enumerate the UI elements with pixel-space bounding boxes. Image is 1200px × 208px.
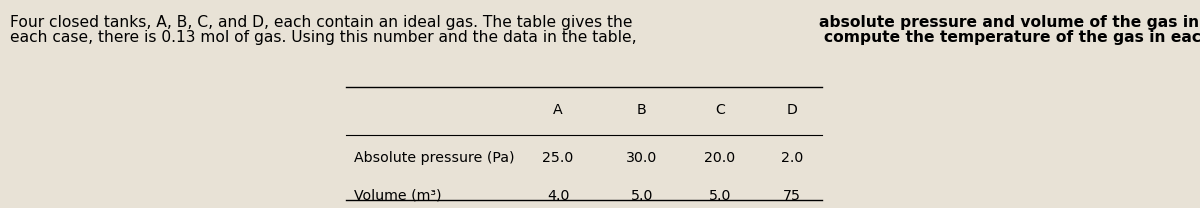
Text: 5.0: 5.0 xyxy=(709,188,731,203)
Text: A: A xyxy=(553,103,563,117)
Text: B: B xyxy=(637,103,647,117)
Text: 2.0: 2.0 xyxy=(781,151,803,165)
Text: each case, there is 0.13 mol of gas. Using this number and the data in the table: each case, there is 0.13 mol of gas. Usi… xyxy=(10,30,641,45)
Text: absolute pressure and volume of the gas in each tank.: absolute pressure and volume of the gas … xyxy=(820,15,1200,30)
Text: 5.0: 5.0 xyxy=(631,188,653,203)
Text: Volume (m³): Volume (m³) xyxy=(354,188,442,203)
Text: 4.0: 4.0 xyxy=(547,188,569,203)
Text: D: D xyxy=(786,103,798,117)
Text: 25.0: 25.0 xyxy=(542,151,574,165)
Text: Four closed tanks, A, B, C, and D, each contain an ideal gas. The table gives th: Four closed tanks, A, B, C, and D, each … xyxy=(10,15,637,30)
Text: C: C xyxy=(715,103,725,117)
Text: 75: 75 xyxy=(784,188,802,203)
Text: Absolute pressure (Pa): Absolute pressure (Pa) xyxy=(354,151,515,165)
Text: compute the temperature of the gas in each tank.: compute the temperature of the gas in ea… xyxy=(824,30,1200,45)
Text: 20.0: 20.0 xyxy=(704,151,736,165)
Text: 30.0: 30.0 xyxy=(626,151,658,165)
